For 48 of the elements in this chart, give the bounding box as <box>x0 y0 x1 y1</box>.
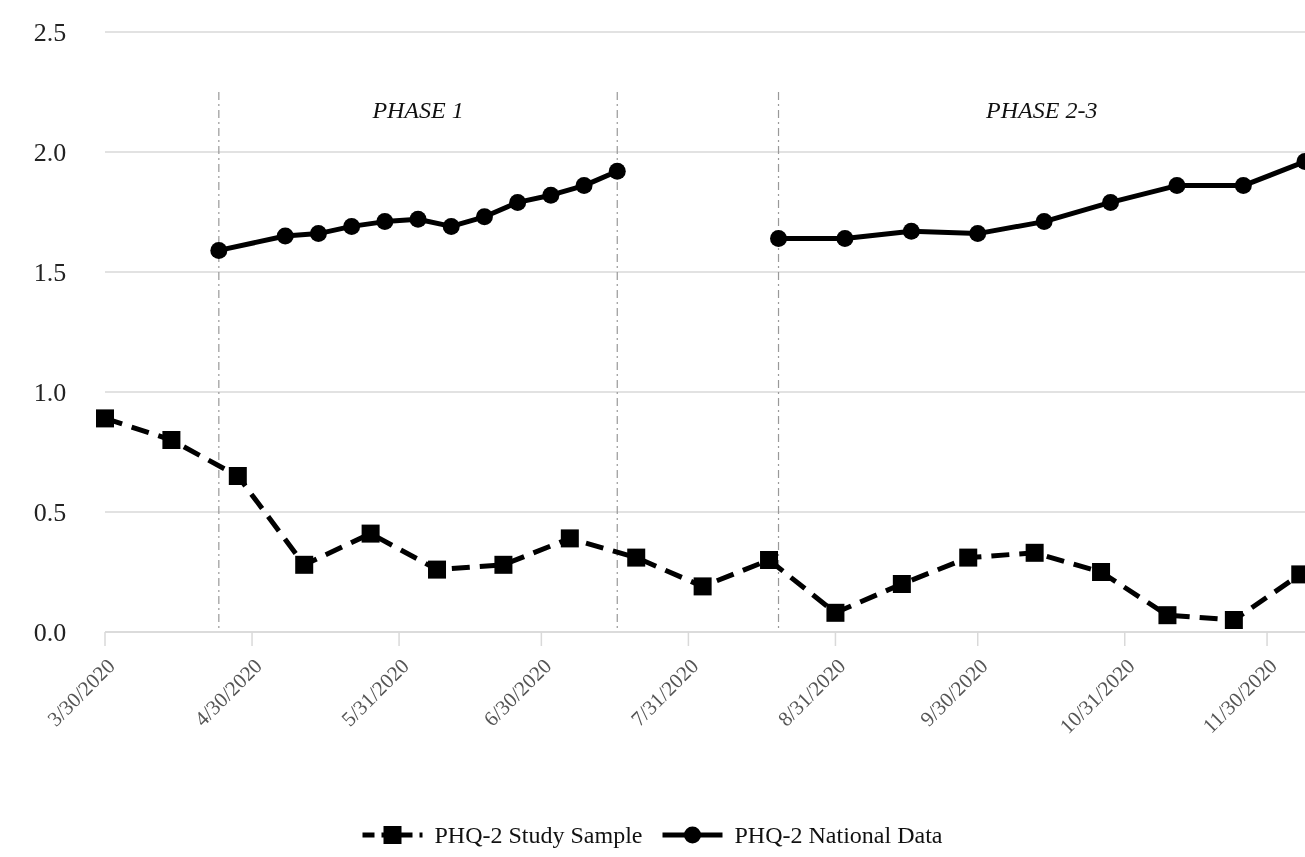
point <box>1092 563 1111 581</box>
point <box>475 208 493 226</box>
y-tick-label: 1.0 <box>33 378 67 408</box>
point <box>494 555 513 574</box>
point <box>902 222 920 240</box>
y-tick-label: 2.5 <box>33 18 67 48</box>
point <box>210 241 228 259</box>
point <box>1224 611 1243 629</box>
point <box>1102 193 1120 211</box>
y-tick-label: 0.0 <box>33 618 67 648</box>
point <box>309 225 327 243</box>
point <box>228 467 247 485</box>
point <box>608 162 626 180</box>
point <box>295 555 314 574</box>
point <box>96 409 114 428</box>
legend-label: PHQ-2 Study Sample <box>434 822 643 849</box>
point <box>1234 177 1252 195</box>
point <box>442 217 460 235</box>
point <box>428 560 447 579</box>
annotation: PHASE 1 <box>371 97 464 124</box>
point <box>1168 177 1186 195</box>
point <box>276 227 294 245</box>
point <box>509 193 527 211</box>
point <box>162 431 181 449</box>
point <box>376 213 394 231</box>
y-tick-label: 0.5 <box>33 498 67 528</box>
y-tick-label: 1.5 <box>33 258 67 288</box>
point <box>760 551 779 569</box>
point <box>1158 606 1177 625</box>
point <box>409 210 427 228</box>
point <box>542 186 560 204</box>
annotation: PHASE 2-3 <box>985 97 1098 124</box>
point <box>575 177 593 195</box>
point <box>959 548 978 567</box>
y-tick-label: 2.0 <box>33 138 67 168</box>
point <box>361 524 380 543</box>
point <box>969 225 987 243</box>
point <box>1035 213 1053 231</box>
point <box>836 229 854 247</box>
point <box>892 575 911 593</box>
point <box>770 229 788 247</box>
point <box>560 529 579 548</box>
point <box>343 217 361 235</box>
legend-label: PHQ-2 National Data <box>734 822 943 849</box>
point <box>627 548 646 567</box>
point <box>693 577 712 596</box>
point <box>826 603 845 622</box>
point <box>1025 543 1044 562</box>
